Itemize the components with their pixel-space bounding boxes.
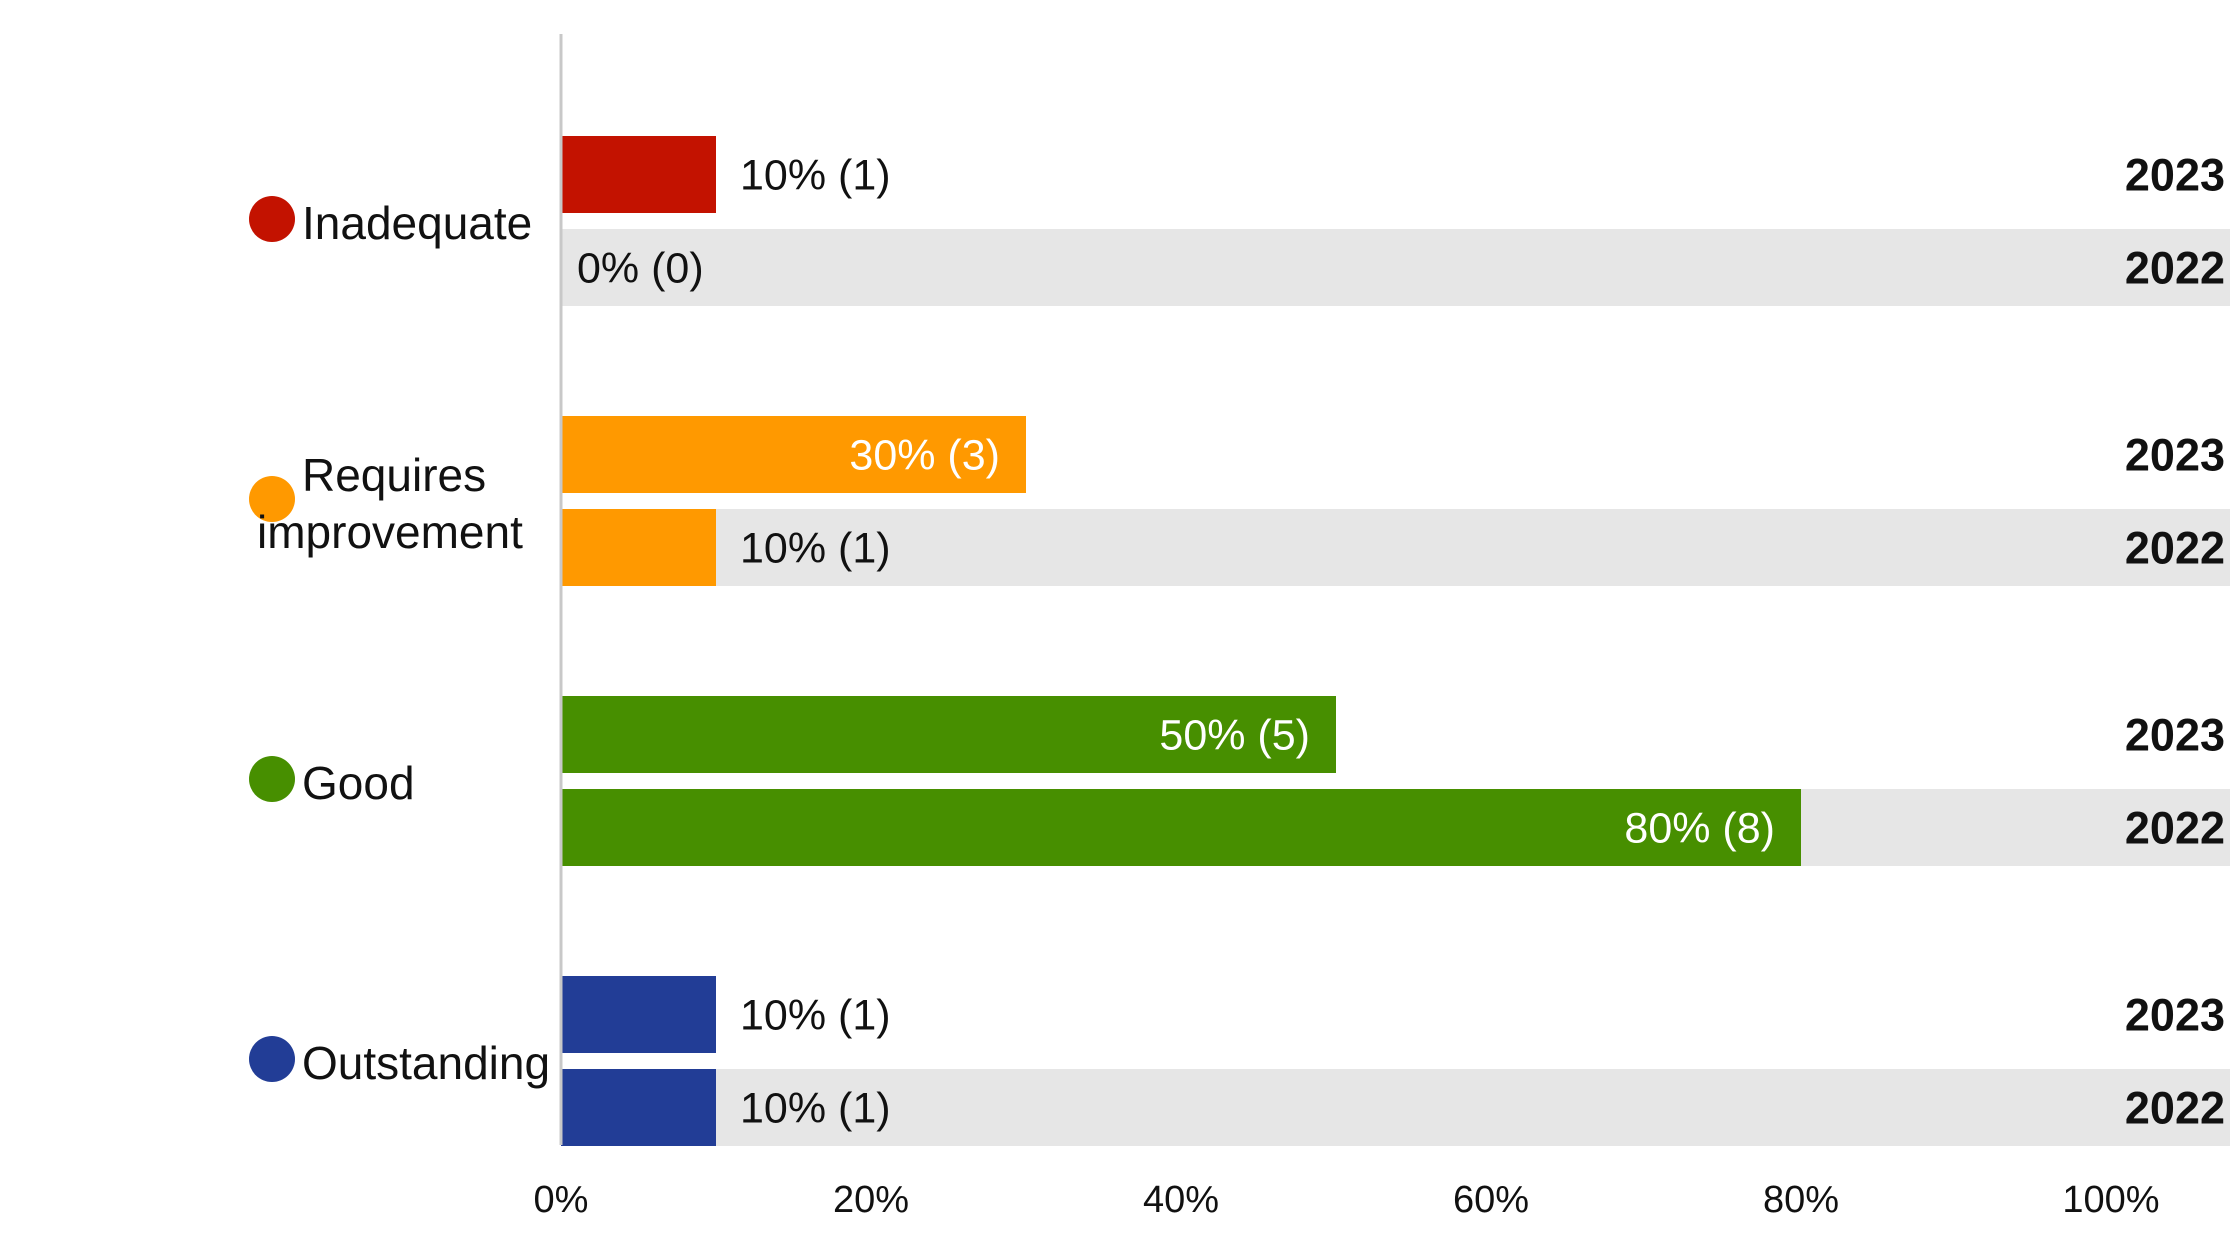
tick-label: 20% [833,1179,909,1221]
bar-outstanding-2023 [561,976,716,1053]
data-label: 10% (1) [740,1085,891,1133]
year-label: 2022 [2125,523,2225,574]
tick-label: 60% [1453,1179,1529,1221]
data-label: 30% (3) [849,432,1000,480]
bar-inadequate-2023 [561,136,716,213]
bar-outstanding-2022 [561,1069,716,1146]
legend-dot [249,196,295,242]
data-label: 0% (0) [577,245,704,293]
year-label: 2022 [2125,243,2225,294]
legend-dot [249,1036,295,1082]
year-label: 2023 [2125,150,2225,201]
category-label: improvement [257,506,523,558]
bar-background [561,1069,2230,1146]
data-label: 10% (1) [740,992,891,1040]
bar-good-2023 [561,696,1336,773]
data-label: 80% (8) [1624,805,1775,853]
legend-dot [249,756,295,802]
tick-label: 0% [534,1179,589,1221]
year-label: 2023 [2125,710,2225,761]
data-label: 10% (1) [740,152,891,200]
year-label: 2022 [2125,803,2225,854]
background-layer [561,229,2230,1146]
label-layer: 10% (1) 2023 0% (0) 2022 Inadequate 30% (3) 20… [249,150,2225,1134]
year-label: 2023 [2125,990,2225,1041]
axis-layer: 0% 20% 40% 60% 80% 100% [534,34,2160,1221]
bar-background [561,229,2230,306]
tick-label: 100% [2062,1179,2159,1221]
tick-label: 80% [1763,1179,1839,1221]
tick-label: 40% [1143,1179,1219,1221]
bar-requires-improvement-2022 [561,509,716,586]
year-label: 2022 [2125,1083,2225,1134]
data-label: 10% (1) [740,525,891,573]
year-label: 2023 [2125,430,2225,481]
category-label: Requires [302,449,486,501]
data-label: 50% (5) [1159,712,1310,760]
category-label: Inadequate [302,197,532,249]
category-label: Good [302,757,415,809]
bar-background [561,509,2230,586]
bar-requires-improvement-2023 [561,416,1026,493]
legend-dot [249,476,295,522]
category-label: Outstanding [302,1037,550,1089]
bar-good-2022 [561,789,1801,866]
bar-layer [561,136,1801,1146]
